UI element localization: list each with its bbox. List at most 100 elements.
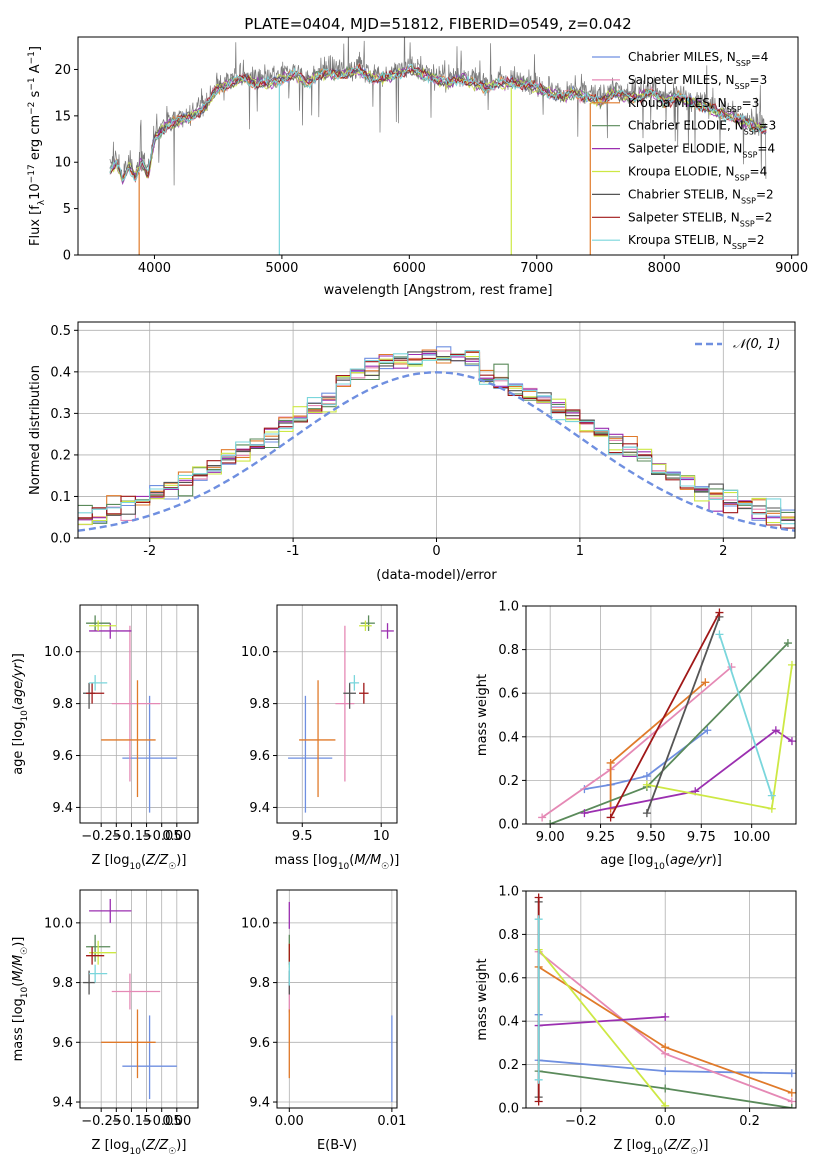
data-point-marker <box>534 893 543 902</box>
y-tick-label: 0 <box>63 249 71 264</box>
weight-age-line <box>584 729 793 814</box>
x-tick-label: 0.00 <box>162 1114 191 1129</box>
x-tick-label: 9.00 <box>536 830 565 845</box>
data-point-marker <box>661 1043 670 1052</box>
x-tick-label: −0.25 <box>81 829 121 844</box>
weight-age-line <box>609 612 721 818</box>
x-axis-label: Z [log10(Z/Z☉)] <box>92 853 187 872</box>
y-tick-label: 9.6 <box>249 749 270 764</box>
axes-frame <box>276 889 398 1109</box>
x-tick-label: 7000 <box>520 261 553 276</box>
weight-age-line <box>646 616 721 814</box>
y-tick-label: 10.0 <box>241 916 270 931</box>
data-point-marker <box>787 1104 796 1108</box>
y-tick-label: 20 <box>54 63 71 78</box>
legend-entry: Chabrier MILES, NSSP=4 <box>628 50 768 68</box>
data-point-marker <box>606 758 615 767</box>
data-point-marker <box>534 1097 543 1106</box>
x-tick-label: 0.2 <box>739 1114 760 1129</box>
data-point-marker <box>787 1088 796 1097</box>
data-point-marker <box>534 1075 543 1084</box>
x-axis-label: Z [log10(Z/Z☉)] <box>92 1138 187 1157</box>
data-point-marker <box>642 780 651 789</box>
x-tick-label: 4000 <box>138 261 171 276</box>
y-tick-label: 0.8 <box>498 643 519 658</box>
data-point-marker <box>661 1084 670 1093</box>
data-point-marker <box>787 660 796 669</box>
plot-area <box>109 37 767 255</box>
panel-mass-vs-Z: −0.25−0.15−0.050.00 9.4 9.6 9.8 10.0 Z [log10… <box>11 889 199 1157</box>
y-tick-label: 9.4 <box>249 801 270 816</box>
y-tick-label: 0.6 <box>498 971 519 986</box>
panel-age-vs-Z: −0.25−0.15−0.050.00 9.4 9.6 9.8 10.0 Z [log10… <box>11 604 199 872</box>
legend: Chabrier MILES, NSSP=4 Salpeter MILES, NS… <box>592 50 776 251</box>
y-tick-label: 0.3 <box>50 407 71 422</box>
axes-frame <box>79 604 199 824</box>
axes-frame <box>276 604 398 824</box>
residual-histogram <box>78 350 795 525</box>
data-point-marker <box>546 820 555 824</box>
x-tick-label: 0.0 <box>655 1114 676 1129</box>
x-tick-label: 0.01 <box>377 1114 406 1129</box>
plot-area <box>538 608 796 824</box>
data-point-marker <box>661 1101 670 1108</box>
x-tick-label: -2 <box>143 544 156 559</box>
data-point-marker <box>538 813 547 822</box>
panel-residuals: -2 -1 0 1 2 0.0 0.1 0.2 0.3 0.4 0.5 𝒩(0, 1) (data-mo… <box>28 321 796 583</box>
data-point-marker <box>703 726 712 735</box>
weight-age-line <box>718 634 773 796</box>
data-point-marker <box>783 639 792 648</box>
x-tick-label: 0.00 <box>162 829 191 844</box>
x-tick-label: 1 <box>576 544 584 559</box>
data-point-marker <box>715 608 724 617</box>
panel-weight-vs-Z: −0.2 0.0 0.2 0.0 0.2 0.4 0.6 0.8 1.0 Z [log10(Z/Z… <box>475 885 797 1157</box>
x-tick-label: 0 <box>432 544 440 559</box>
legend-entry: Kroupa ELODIE, NSSP=4 <box>628 165 767 183</box>
plot-area <box>83 615 177 813</box>
plot-area <box>78 346 795 532</box>
y-tick-label: 0.4 <box>50 365 71 380</box>
x-tick-label: 9.5 <box>292 829 313 844</box>
y-tick-label: 0.2 <box>50 448 71 463</box>
y-tick-label: 10 <box>54 156 71 171</box>
y-axis-label: age [log10(age/yr)] <box>11 653 30 775</box>
y-tick-label: 1.0 <box>498 885 519 900</box>
axes-frame <box>79 889 199 1109</box>
x-tick-label: −0.05 <box>142 1114 182 1129</box>
x-tick-label: 2 <box>719 544 727 559</box>
x-tick-label: 0.00 <box>275 1114 304 1129</box>
y-axis-label: mass weight <box>475 958 490 1040</box>
x-tick-label: 5000 <box>265 261 298 276</box>
y-tick-label: 0.4 <box>498 730 519 745</box>
data-point-marker <box>606 813 615 822</box>
x-axis-label: Z [log10(Z/Z☉)] <box>614 1138 709 1157</box>
legend-entry: 𝒩(0, 1) <box>733 337 780 352</box>
data-point-marker <box>642 809 651 818</box>
x-tick-label: 10.00 <box>733 830 770 845</box>
data-point-marker <box>767 804 776 813</box>
panel-mass-vs-EBV: 0.00 0.01 9.4 9.6 9.8 10.0 E(B-V) <box>241 889 406 1153</box>
x-tick-label: −0.05 <box>142 829 182 844</box>
legend-entry: Chabrier STELIB, NSSP=2 <box>628 187 774 205</box>
axes-frame <box>525 890 797 1109</box>
data-point-marker <box>715 630 724 639</box>
axes-frame <box>77 36 799 256</box>
x-axis-label: (data-model)/error <box>376 568 497 583</box>
panel-weight-vs-age: 9.00 9.25 9.50 9.75 10.00 0.0 0.2 0.4 0.6 0.8 1.0 a… <box>475 600 797 872</box>
y-tick-label: 0.0 <box>498 818 519 833</box>
x-axis-label: age [log10(age/yr)] <box>600 853 722 872</box>
y-tick-label: 9.6 <box>52 749 73 764</box>
weight-age-line <box>584 729 708 790</box>
y-tick-label: 0.2 <box>498 774 519 789</box>
legend-entry: Salpeter MILES, NSSP=3 <box>628 73 767 91</box>
x-tick-label: −0.2 <box>565 1114 597 1129</box>
figure-title: PLATE=0404, MJD=51812, FIBERID=0549, z=0… <box>244 15 631 33</box>
x-axis-label: mass [log10(M/M☉)] <box>275 853 400 872</box>
y-tick-label: 1.0 <box>498 600 519 615</box>
plot-area <box>288 901 393 1103</box>
x-tick-label: 8000 <box>648 261 681 276</box>
x-tick-label: 6000 <box>393 261 426 276</box>
y-axis-label: Flux [fλ10−17 erg cm−2 s−1 A−1] <box>27 46 47 246</box>
data-point-marker <box>767 791 776 800</box>
data-point-marker <box>701 678 710 687</box>
